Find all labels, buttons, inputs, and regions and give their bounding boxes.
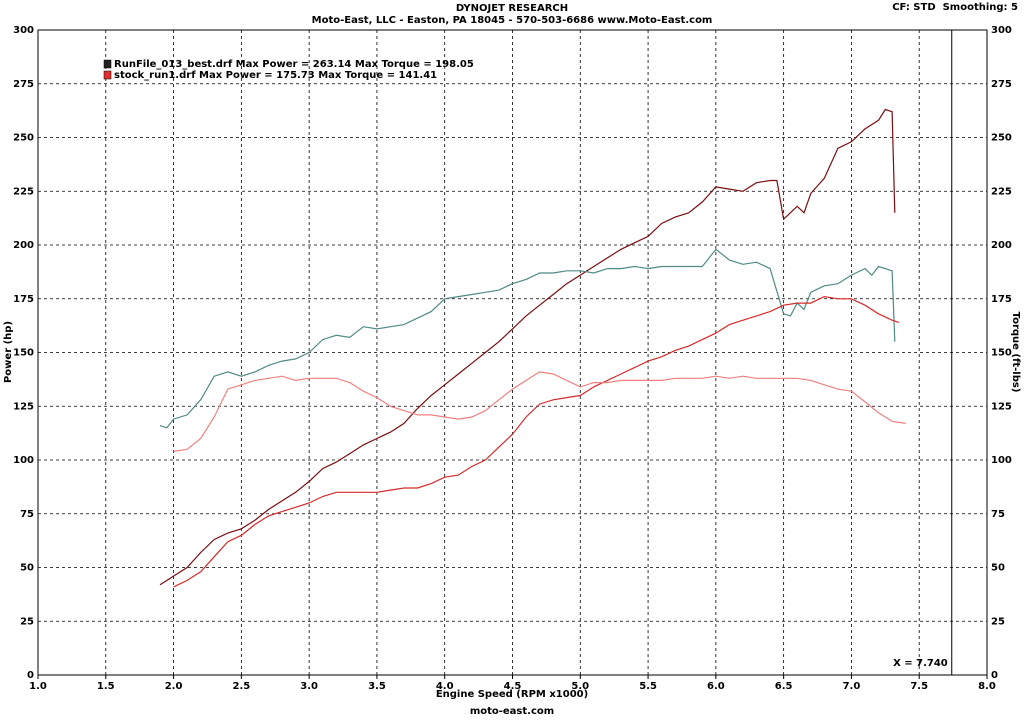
y-tick-label: 250 bbox=[13, 133, 34, 144]
y2-tick-label: 100 bbox=[991, 455, 1012, 466]
x-tick-label: 5.5 bbox=[639, 681, 657, 692]
x-tick-label: 8.0 bbox=[978, 681, 996, 692]
x-tick-label: 7.5 bbox=[910, 681, 928, 692]
series-line bbox=[159, 248, 896, 429]
y2-tick-label: 0 bbox=[991, 670, 998, 681]
y-tick-label: 175 bbox=[13, 294, 34, 305]
chart-subtitle: Moto-East, LLC - Easton, PA 18045 - 570-… bbox=[312, 15, 713, 26]
x-tick-label: 2.0 bbox=[165, 681, 183, 692]
x-tick-label: 6.5 bbox=[775, 681, 793, 692]
x-tick-label: 4.0 bbox=[436, 681, 454, 692]
x-tick-label: 3.5 bbox=[368, 681, 386, 692]
series-line bbox=[159, 108, 896, 586]
x-axis-label: Engine Speed (RPM x1000) bbox=[436, 689, 588, 700]
y2-tick-label: 300 bbox=[991, 25, 1012, 36]
y-tick-label: 0 bbox=[27, 670, 34, 681]
legend-label: RunFile_013_best.drf Max Power = 263.14 … bbox=[114, 59, 474, 70]
y2-tick-label: 150 bbox=[991, 348, 1012, 359]
y2-tick-label: 175 bbox=[991, 294, 1012, 305]
y2-tick-label: 200 bbox=[991, 240, 1012, 251]
y-tick-label: 275 bbox=[13, 79, 34, 90]
x-tick-label: 5.0 bbox=[571, 681, 589, 692]
y-tick-label: 300 bbox=[13, 25, 34, 36]
chart-title: DYNOJET RESEARCH bbox=[456, 3, 568, 14]
y2-axis-label: Torque (ft-lbs) bbox=[1010, 312, 1021, 393]
x-tick-label: 4.5 bbox=[504, 681, 522, 692]
legend-swatch bbox=[103, 70, 112, 80]
settings-text: CF: STD Smoothing: 5 bbox=[892, 2, 1018, 13]
x-tick-label: 7.0 bbox=[843, 681, 861, 692]
x-tick-label: 1.5 bbox=[97, 681, 115, 692]
x-tick-label: 1.0 bbox=[29, 681, 47, 692]
series-line bbox=[173, 295, 900, 588]
y2-tick-label: 50 bbox=[991, 563, 1005, 574]
legend-swatch bbox=[103, 59, 112, 69]
y2-tick-label: 225 bbox=[991, 186, 1012, 197]
x-tick-label: 3.0 bbox=[300, 681, 318, 692]
y2-tick-label: 75 bbox=[991, 509, 1005, 520]
y2-tick-label: 125 bbox=[991, 401, 1012, 412]
y-tick-label: 125 bbox=[13, 401, 34, 412]
y-tick-label: 100 bbox=[13, 455, 34, 466]
y-tick-label: 75 bbox=[20, 509, 34, 520]
x-tick-label: 2.5 bbox=[232, 681, 250, 692]
series-line bbox=[173, 371, 906, 452]
y-tick-label: 150 bbox=[13, 348, 34, 359]
x-tick-label: 6.0 bbox=[707, 681, 725, 692]
y-axis-label: Power (hp) bbox=[3, 321, 14, 383]
y-tick-label: 225 bbox=[13, 186, 34, 197]
y2-tick-label: 25 bbox=[991, 616, 1005, 627]
legend-label: stock_run1.drf Max Power = 175.73 Max To… bbox=[114, 70, 437, 81]
y2-tick-label: 250 bbox=[991, 133, 1012, 144]
y-tick-label: 50 bbox=[20, 563, 34, 574]
y-tick-label: 25 bbox=[20, 616, 34, 627]
y2-tick-label: 275 bbox=[991, 79, 1012, 90]
footer: moto-east.com bbox=[470, 706, 554, 717]
y-tick-label: 200 bbox=[13, 240, 34, 251]
cursor-label: X = 7.740 bbox=[893, 658, 948, 669]
